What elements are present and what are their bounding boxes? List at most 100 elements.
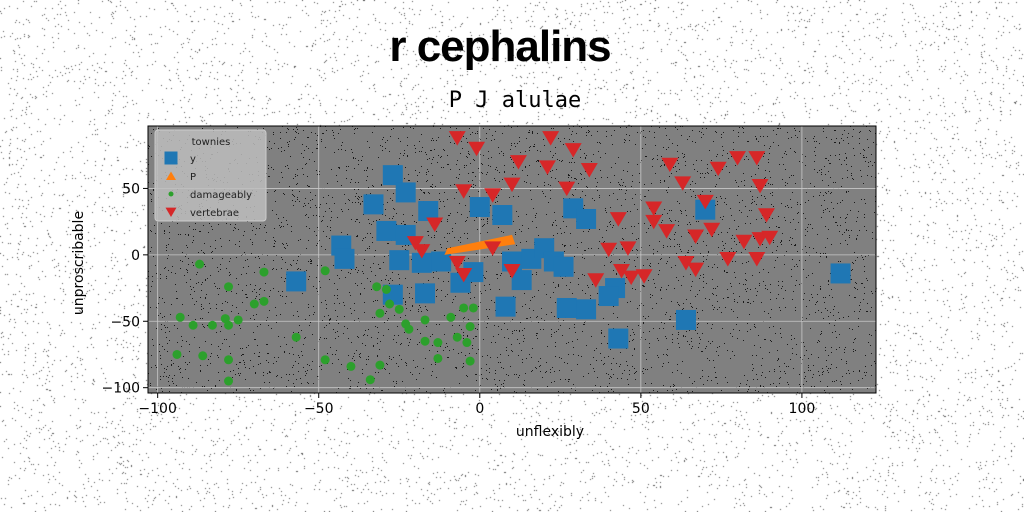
data-point [492,205,513,225]
plot-frame [147,125,877,394]
y-tick-label: 0 [131,248,140,264]
legend-marker-damageably [168,191,174,197]
data-point [465,356,475,366]
series-P [444,234,516,255]
data-point [687,262,705,278]
data-point [674,176,692,191]
data-point [175,312,185,322]
axes: −100 −50 0 50 100 −100 −50 0 50 [102,125,877,417]
data-point [375,360,385,370]
data-point [645,201,663,217]
x-tick-label: 50 [632,401,650,417]
data-point [286,271,307,292]
data-point [448,131,466,146]
data-point [687,229,705,244]
legend-marker-y [164,151,178,165]
data-point [462,338,472,348]
data-point [259,267,269,277]
data-point [463,262,484,283]
data-point [542,131,560,146]
x-tick-label: 0 [475,401,484,417]
data-point [495,296,516,317]
data-point [580,163,598,178]
data-point [446,312,456,322]
data-point [415,283,436,304]
legend-label: y [190,154,196,165]
data-point [469,197,490,218]
data-point [509,155,527,170]
data-point [346,361,356,371]
x-tick-label: 100 [789,401,816,417]
chart-title: r cephalins [389,22,611,71]
data-point [395,182,416,203]
data-point [468,303,478,313]
data-point [224,376,234,386]
data-point [233,315,243,325]
data-point [224,282,234,292]
data-point [259,296,269,306]
legend-title: townies [192,137,231,148]
data-point [413,244,431,259]
data-point [587,273,605,288]
data-point [433,338,443,348]
data-point [420,336,430,346]
data-point [748,151,766,166]
legend-box [154,129,267,222]
data-point [195,259,205,269]
data-point [448,256,466,271]
legend-label: damageably [190,190,252,201]
data-point [418,201,439,222]
y-tick-label: −100 [102,381,140,397]
data-point [406,236,424,251]
data-point [376,220,397,241]
data-point [735,234,753,250]
data-point [751,178,769,194]
data-point [404,324,414,334]
series-damageably [172,259,478,386]
data-point [511,270,532,291]
data-point [761,230,779,246]
data-point [468,141,486,157]
data-point [635,269,653,284]
data-point [426,217,444,232]
chart-subtitle: P J alulae [448,88,582,113]
data-point [503,177,521,193]
data-point [411,252,432,273]
data-point [608,328,629,349]
data-point [695,199,716,220]
data-point [728,151,746,166]
data-point [455,184,473,199]
data-point [830,263,851,284]
data-point [609,212,627,227]
data-point [198,351,208,361]
data-point [459,303,469,313]
data-point [556,297,577,318]
data-point [389,250,410,271]
data-point [320,355,330,365]
data-point [677,256,695,271]
data-point [365,375,375,385]
data-point [455,267,473,283]
data-point [748,252,766,267]
data-point [757,208,775,223]
data-point [220,314,230,324]
data-point [382,165,403,186]
legend-marker-vertebrae [165,207,177,217]
data-point [375,308,385,318]
data-point [598,286,619,307]
data-point [658,224,676,239]
data-point [622,270,640,286]
legend-marker-P [166,171,176,180]
data-point [576,299,597,320]
data-point [372,282,382,292]
data-point [558,181,576,197]
data-point [484,188,502,203]
data-point [619,241,637,256]
data-point [703,222,721,238]
data-point [564,143,582,158]
data-point [385,299,395,309]
x-axis-label: unflexibly [516,424,584,440]
data-point [452,332,462,342]
data-point [503,263,521,279]
